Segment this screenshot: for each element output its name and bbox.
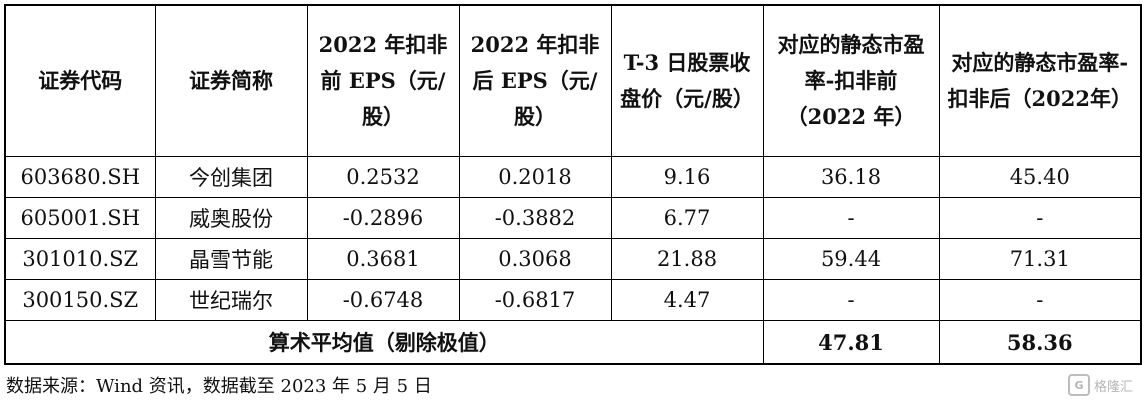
cell-name: 今创集团 xyxy=(154,156,308,198)
header-pe-after: 对应的静态市盈率-扣非后（2022年） xyxy=(938,4,1142,157)
cell-pe-before: - xyxy=(762,279,940,321)
average-pe-before: 47.81 xyxy=(762,320,940,365)
table-row: 300150.SZ 世纪瑞尔 -0.6748 -0.6817 4.47 - - xyxy=(4,279,1142,321)
average-row: 算术平均值（剔除极值） 47.81 58.36 xyxy=(4,320,1142,365)
watermark: G 格隆汇 xyxy=(1068,374,1140,396)
watermark-logo-icon: G xyxy=(1068,374,1090,396)
cell-pe-before: 36.18 xyxy=(762,156,940,198)
header-pe-before: 对应的静态市盈率-扣非前（2022 年） xyxy=(762,4,940,157)
average-pe-after: 58.36 xyxy=(938,320,1142,365)
cell-pe-before: 59.44 xyxy=(762,238,940,280)
cell-eps-before: -0.2896 xyxy=(306,197,460,239)
cell-pe-after: - xyxy=(938,279,1142,321)
cell-pe-after: - xyxy=(938,197,1142,239)
cell-name: 世纪瑞尔 xyxy=(154,279,308,321)
header-eps-after: 2022 年扣非后 EPS（元/股） xyxy=(458,4,612,157)
cell-eps-before: 0.2532 xyxy=(306,156,460,198)
header-security-name: 证券简称 xyxy=(154,4,308,157)
cell-close-price: 6.77 xyxy=(610,197,764,239)
data-source-note: 数据来源：Wind 资讯，数据截至 2023 年 5 月 5 日 xyxy=(6,376,432,397)
cell-eps-after: 0.2018 xyxy=(458,156,612,198)
cell-code: 605001.SH xyxy=(4,197,156,239)
header-close-price: T-3 日股票收盘价（元/股） xyxy=(610,4,764,157)
cell-pe-before: - xyxy=(762,197,940,239)
cell-name: 晶雪节能 xyxy=(154,238,308,280)
cell-pe-after: 45.40 xyxy=(938,156,1142,198)
cell-eps-after: -0.6817 xyxy=(458,279,612,321)
table-row: 301010.SZ 晶雪节能 0.3681 0.3068 21.88 59.44… xyxy=(4,238,1142,280)
cell-close-price: 4.47 xyxy=(610,279,764,321)
cell-name: 威奥股份 xyxy=(154,197,308,239)
header-eps-before: 2022 年扣非前 EPS（元/股） xyxy=(306,4,460,157)
cell-eps-before: 0.3681 xyxy=(306,238,460,280)
cell-code: 603680.SH xyxy=(4,156,156,198)
cell-eps-after: -0.3882 xyxy=(458,197,612,239)
cell-pe-after: 71.31 xyxy=(938,238,1142,280)
header-row: 证券代码 证券简称 2022 年扣非前 EPS（元/股） 2022 年扣非后 E… xyxy=(4,4,1142,157)
table-row: 603680.SH 今创集团 0.2532 0.2018 9.16 36.18 … xyxy=(4,156,1142,198)
pe-comparison-table: 证券代码 证券简称 2022 年扣非前 EPS（元/股） 2022 年扣非后 E… xyxy=(4,4,1142,365)
average-label: 算术平均值（剔除极值） xyxy=(4,320,764,365)
cell-code: 300150.SZ xyxy=(4,279,156,321)
cell-eps-before: -0.6748 xyxy=(306,279,460,321)
cell-eps-after: 0.3068 xyxy=(458,238,612,280)
cell-close-price: 21.88 xyxy=(610,238,764,280)
header-security-code: 证券代码 xyxy=(4,4,156,157)
table-row: 605001.SH 威奥股份 -0.2896 -0.3882 6.77 - - xyxy=(4,197,1142,239)
watermark-text: 格隆汇 xyxy=(1094,379,1134,395)
data-table-container: 证券代码 证券简称 2022 年扣非前 EPS（元/股） 2022 年扣非后 E… xyxy=(4,4,1142,365)
cell-close-price: 9.16 xyxy=(610,156,764,198)
cell-code: 301010.SZ xyxy=(4,238,156,280)
